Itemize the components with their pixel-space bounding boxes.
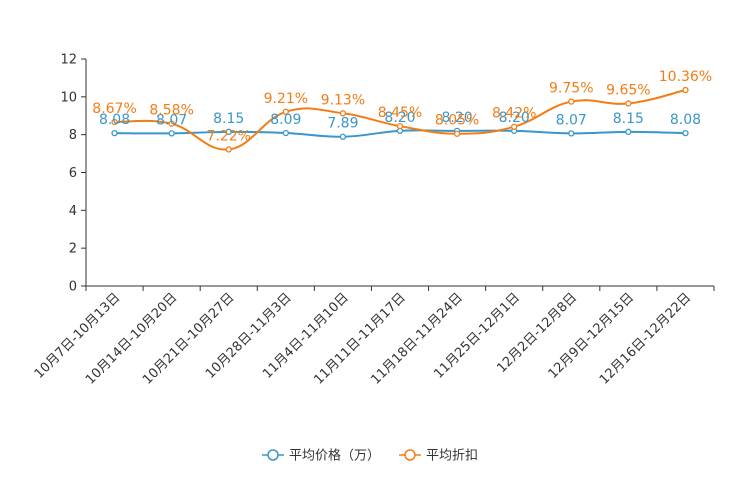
legend-marker-icon — [404, 449, 416, 461]
data-label-discount: 10.36% — [659, 69, 712, 85]
y-tick-label: 8 — [69, 128, 77, 143]
legend-label: 平均折扣 — [426, 449, 478, 464]
data-label-price: 8.20 — [499, 110, 530, 126]
data-label-price: 8.08 — [99, 112, 130, 128]
data-point-discount[interactable] — [682, 86, 689, 94]
data-point-discount[interactable] — [111, 118, 118, 126]
y-tick-label: 4 — [69, 204, 77, 219]
data-point-discount[interactable] — [511, 123, 518, 130]
legend[interactable]: 平均价格（万） 平均折扣 — [262, 448, 478, 464]
data-label-discount: 8.05% — [435, 113, 479, 129]
data-label-price: 8.07 — [156, 112, 187, 128]
y-tick-label: 0 — [69, 280, 77, 295]
data-point-discount[interactable] — [453, 130, 461, 137]
data-point-discount[interactable] — [225, 146, 232, 153]
data-label-discount: 9.65% — [606, 82, 650, 98]
data-point-price[interactable] — [568, 130, 575, 137]
y-tick-label: 10 — [60, 90, 77, 105]
legend-label: 平均价格（万） — [289, 448, 380, 464]
legend-item-discount[interactable]: 平均折扣 — [399, 449, 478, 464]
data-label-price: 8.20 — [442, 110, 473, 126]
data-label-discount: 8.42% — [492, 106, 536, 122]
data-point-price[interactable] — [682, 130, 689, 137]
data-label-price: 8.20 — [384, 110, 415, 126]
data-point-discount[interactable] — [339, 110, 347, 117]
data-point-price[interactable] — [111, 130, 118, 137]
series-layer — [111, 86, 689, 153]
data-labels-layer: 8.08 8.07 8.15 8.09 7.89 8.20 8.20 8.20 8.07 8.15… — [92, 69, 712, 144]
data-label-discount: 9.13% — [321, 92, 365, 108]
data-point-discount[interactable] — [282, 108, 289, 115]
data-label-discount: 8.45% — [378, 105, 422, 121]
data-point-price[interactable] — [282, 129, 289, 137]
data-label-discount: 7.22% — [206, 128, 250, 144]
data-point-price[interactable] — [339, 133, 347, 140]
data-label-price: 8.15 — [613, 111, 644, 127]
data-label-discount: 8.58% — [149, 103, 193, 119]
y-tick-label: 6 — [69, 166, 77, 181]
y-tick-label: 2 — [69, 242, 77, 257]
data-label-discount: 9.75% — [549, 81, 593, 97]
data-label-discount: 8.67% — [92, 101, 136, 117]
legend-item-price[interactable]: 平均价格（万） — [262, 448, 380, 464]
data-label-price: 7.89 — [327, 116, 358, 132]
data-point-price[interactable] — [625, 128, 632, 135]
data-label-price: 8.08 — [670, 112, 701, 128]
data-point-price[interactable] — [168, 130, 175, 137]
data-point-discount[interactable] — [396, 123, 404, 130]
data-point-discount[interactable] — [568, 98, 575, 105]
legend-marker-icon — [267, 449, 279, 461]
data-label-discount: 9.21% — [264, 91, 308, 107]
data-point-discount[interactable] — [168, 120, 175, 127]
data-label-price: 8.15 — [213, 111, 244, 127]
data-point-discount[interactable] — [625, 100, 632, 107]
data-label-price: 8.07 — [556, 112, 587, 128]
data-point-price[interactable] — [225, 128, 232, 135]
data-label-price: 8.09 — [270, 112, 301, 128]
y-tick-label: 12 — [60, 53, 77, 68]
